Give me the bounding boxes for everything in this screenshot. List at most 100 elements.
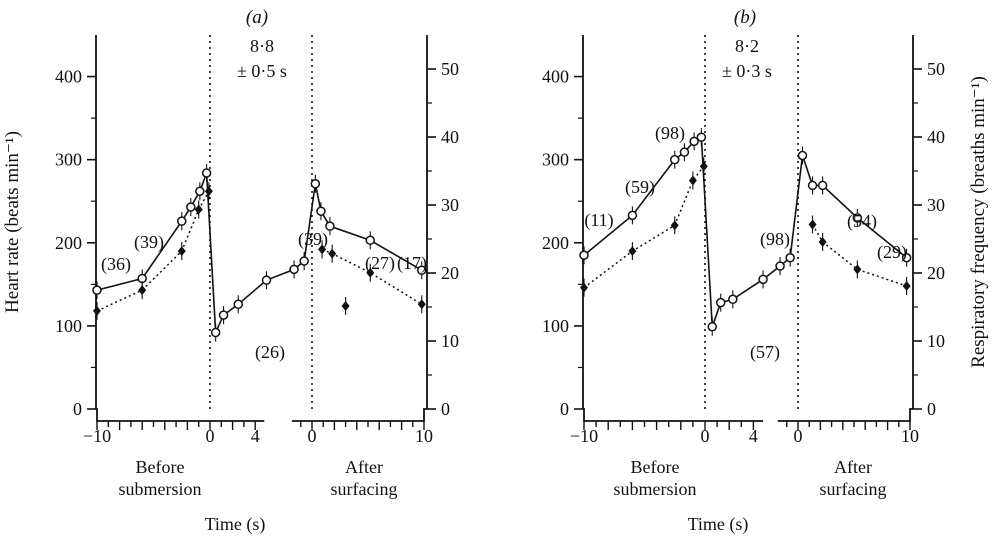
x-tick-label-before: 4 [749,426,758,446]
left-y-tick-label: 100 [542,316,569,336]
right-y-axis-label: Respiratory frequency (breaths min⁻¹) [968,76,989,368]
respiratory-line-after [321,248,423,305]
segment-label-after: surfacing [820,479,887,499]
dive-duration-sd: ± 0·5 s [237,61,287,81]
heart-rate-point [310,179,321,189]
heart-rate-point [579,250,589,260]
panel-label: (a) [246,7,268,28]
respiratory-point [204,186,213,197]
right-y-tick-label: 10 [927,331,945,351]
heart-rate-point [316,206,326,216]
dive-duration-mean: 8·8 [250,36,274,56]
x-tick-label-before: 0 [701,426,710,446]
x-axis-before [583,408,764,422]
heart-rate-point [233,299,243,310]
respiratory-point [194,204,203,215]
heart-rate-point [195,186,205,196]
right-y-tick-label: 20 [441,263,459,283]
right-y-tick-label: 10 [441,331,459,351]
segment-label-before: submersion [119,479,202,499]
segment-label-after: After [834,457,872,477]
heart-rate-point [186,202,196,212]
respiratory-point [818,236,827,247]
right-y-tick-label: 0 [927,399,936,419]
heart-rate-point [201,168,212,178]
respiratory-point [138,285,147,296]
x-tick-label-after: 0 [794,426,803,446]
heart-rate-point [901,252,912,263]
sample-size-annotation: (27) [365,253,395,274]
respiratory-point [670,220,679,231]
respiratory-point [328,248,337,259]
respiratory-point [853,264,862,275]
respiratory-point [628,246,637,257]
respiratory-point [318,244,327,255]
x-tick-label-before: −10 [83,426,111,446]
sample-size-annotation: (98) [760,229,790,250]
heart-rate-point [177,216,187,226]
respiratory-point [699,161,708,172]
sample-size-annotation: (11) [584,210,613,231]
x-tick-label-after: 10 [415,426,433,446]
heart-rate-point [696,132,707,142]
heart-rate-point [785,252,795,263]
panel-label: (b) [734,7,756,28]
x-tick-label-before: −10 [570,426,598,446]
sample-size-annotation: (57) [750,342,780,363]
sample-size-annotation: (17) [397,253,427,274]
heart-rate-point [325,221,335,231]
segment-label-before: Before [631,457,680,477]
left-y-tick-label: 400 [55,67,82,87]
sample-size-annotation: (59) [625,177,655,198]
x-axis-before [96,408,265,422]
right-y-tick-label: 30 [927,195,945,215]
left-y-tick-label: 0 [560,399,569,419]
heart-rate-point [261,275,272,285]
respiratory-point [808,219,817,230]
sample-size-annotation: (98) [655,123,685,144]
x-axis-after [291,408,427,422]
right-y-tick-label: 40 [441,127,459,147]
respiratory-point [341,300,350,311]
heart-rate-point [715,297,726,308]
heart-rate-point [299,256,309,266]
x-tick-label-before: 4 [251,426,260,446]
heart-rate-point [365,235,375,246]
x-axis-label: Time (s) [688,514,749,535]
heart-rate-point [670,154,680,165]
heart-rate-point [679,147,690,157]
segment-label-after: surfacing [331,479,398,499]
right-y-tick-label: 20 [927,263,945,283]
sample-size-annotation: (54) [847,211,877,232]
left-y-tick-label: 200 [542,233,569,253]
sample-size-annotation: (39) [298,229,328,250]
respiratory-point [688,175,697,186]
heart-rate-point [775,261,785,271]
heart-rate-point [707,321,718,332]
heart-rate-point [289,264,299,275]
right-y-tick-label: 30 [441,195,459,215]
right-y-tick-label: 40 [927,127,945,147]
sample-size-annotation: (39) [134,232,164,253]
heart-rate-point [417,265,427,275]
heart-rate-point [92,285,102,295]
left-y-tick-label: 300 [55,150,82,170]
right-y-tick-label: 50 [441,59,459,79]
respiratory-point [417,299,426,310]
segment-label-after: After [345,457,383,477]
left-y-tick-label: 400 [542,67,569,87]
x-tick-label-after: 0 [308,426,317,446]
segment-label-before: submersion [614,479,697,499]
respiratory-point [902,280,911,291]
left-y-axis-label: Heart rate (beats min⁻¹) [2,131,23,313]
respiratory-point [580,282,588,293]
right-y-tick-label: 0 [441,399,450,419]
x-tick-label-before: 0 [206,426,215,446]
heart-rate-point [627,210,638,221]
sample-size-annotation: (36) [101,254,131,275]
dive-duration-sd: ± 0·3 s [722,61,772,81]
respiratory-point [366,267,375,278]
heart-rate-point [728,294,738,305]
